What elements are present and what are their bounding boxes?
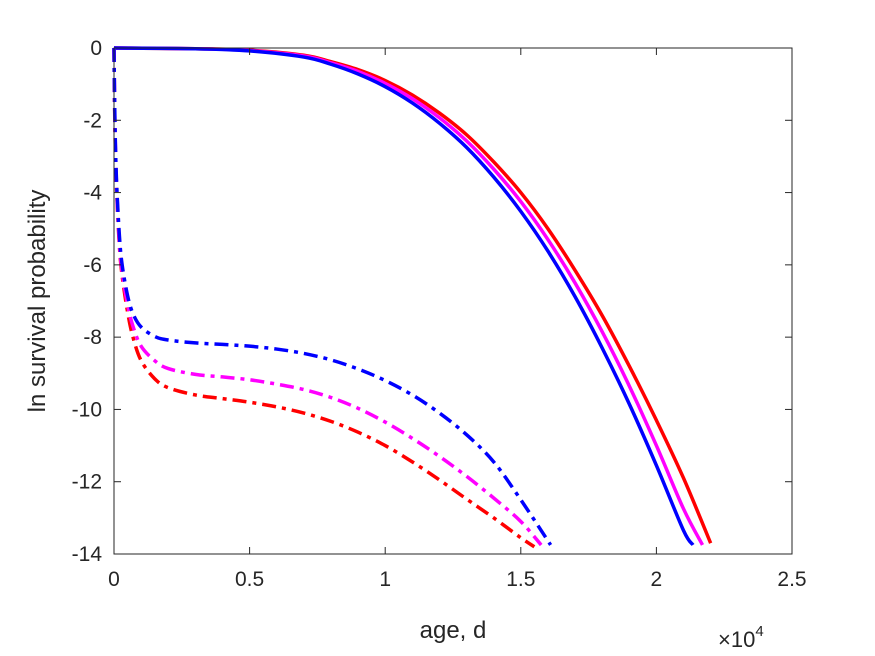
x-tick-label: 1 [379,568,391,591]
x-tick-label: 2.5 [777,568,806,591]
x-tick-label: 2 [651,568,663,591]
x-tick-label: 1.5 [506,568,535,591]
axes-box [113,47,793,555]
y-tick-label: -6 [83,254,102,277]
series-line-dashdot-3 [112,47,553,546]
y-tick-label: -2 [83,109,102,132]
y-tick-label: -10 [72,398,102,421]
x-multiplier-exponent: 4 [755,623,763,640]
y-tick-label: -4 [83,182,102,205]
x-tick-label: 0.5 [235,568,264,591]
y-tick-label: -14 [72,543,103,566]
plot-lines [112,46,713,549]
y-axis-ticks: 0 -2 -4 -6 -8 -10 -12 -14 [72,37,792,566]
y-axis-label: ln survival probability [24,190,51,413]
series-line-dashdot-2 [112,47,543,547]
x-axis-multiplier: ×104 [718,623,764,652]
series-line-solid-3 [113,46,695,547]
y-tick-label: 0 [90,37,102,60]
x-axis-label: age, d [420,617,487,644]
x-tick-label: 0 [108,568,120,591]
y-tick-label: -12 [72,471,102,494]
y-tick-label: -8 [83,326,102,349]
x-multiplier-base: ×10 [718,627,755,652]
x-axis-ticks: 0 0.5 1 1.5 2 2.5 [108,48,807,591]
